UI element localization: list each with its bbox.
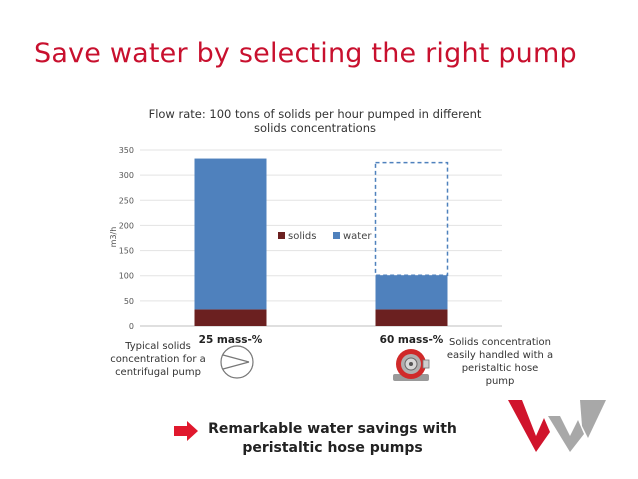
peristaltic-hose-pump-icon xyxy=(393,349,430,381)
legend-label-solids: solids xyxy=(288,231,316,242)
bar-water-2 xyxy=(375,275,448,310)
legend-label-water: water xyxy=(343,231,372,242)
x-tick-label: 60 mass-% xyxy=(380,334,444,346)
y-axis-label: m3/h xyxy=(109,227,118,248)
y-tick-label: 100 xyxy=(119,272,134,281)
y-tick-label: 300 xyxy=(119,171,134,180)
note-peristaltic: Solids concentration easily handled with… xyxy=(446,337,554,387)
brand-logo-icon xyxy=(508,400,606,452)
legend: solids water xyxy=(278,231,372,242)
x-tick-label: 25 mass-% xyxy=(199,334,263,346)
bar-solids-1 xyxy=(194,309,267,326)
x-tick-labels: 25 mass-% 60 mass-% xyxy=(199,334,444,346)
note-centrifugal: Typical solids concentration for a centr… xyxy=(110,341,206,378)
centrifugal-pump-icon xyxy=(220,345,254,379)
y-tick-label: 50 xyxy=(124,297,134,306)
bars xyxy=(194,158,449,326)
slide-title: Save water by selecting the right pump xyxy=(34,38,577,69)
y-tick-label: 200 xyxy=(119,221,134,230)
chart-title-line-1: Flow rate: 100 tons of solids per hour p… xyxy=(149,107,482,121)
y-tick-label: 0 xyxy=(129,322,134,331)
y-tick-label: 150 xyxy=(119,247,134,256)
bar-water-1 xyxy=(194,158,267,310)
y-tick-label: 350 xyxy=(119,146,134,155)
y-tick-labels: 0 50 100 150 200 250 300 350 xyxy=(119,146,134,331)
y-tick-label: 250 xyxy=(119,196,134,205)
bar-solids-2 xyxy=(375,309,448,326)
arrow-right-icon xyxy=(174,421,198,441)
legend-swatch-solids xyxy=(278,232,285,239)
chart-title-line-2: solids concentrations xyxy=(254,121,376,135)
callout-text: Remarkable water savings with peristalti… xyxy=(208,421,457,456)
dashed-reference-outline xyxy=(374,161,449,276)
legend-swatch-water xyxy=(333,232,340,239)
